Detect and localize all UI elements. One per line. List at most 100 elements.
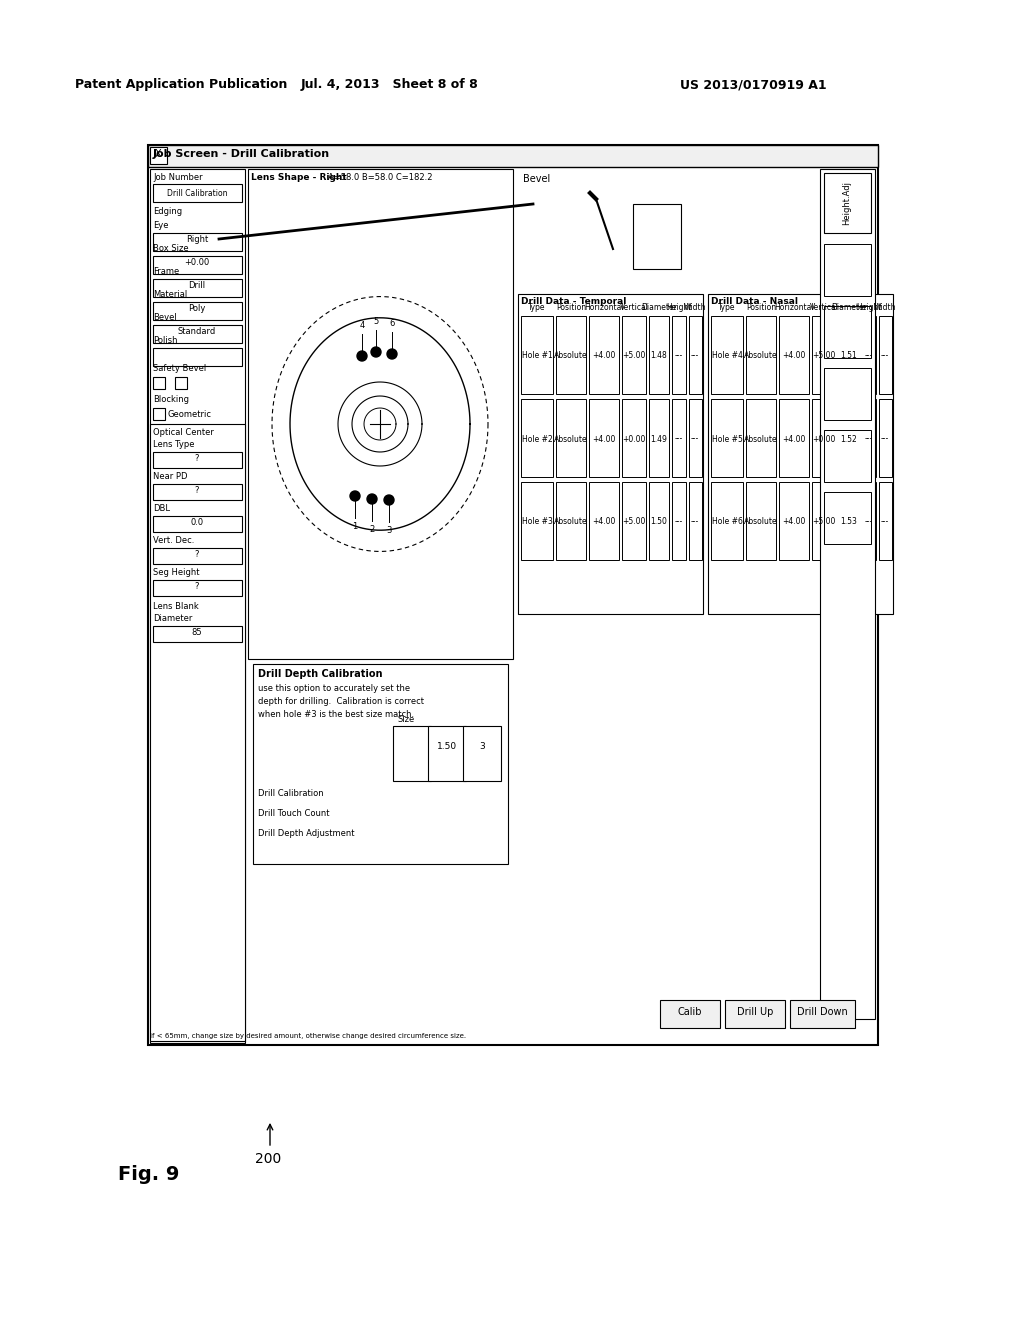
Text: Hole #4: Hole #4	[712, 351, 742, 360]
Text: Type: Type	[528, 304, 546, 312]
Bar	[556, 482, 586, 560]
Text: Right: Right	[186, 235, 208, 244]
Text: Horizontal: Horizontal	[774, 304, 814, 312]
Bar	[824, 492, 871, 544]
Text: Safety Bevel: Safety Bevel	[153, 364, 206, 374]
Text: Vertical: Vertical	[810, 304, 839, 312]
Text: depth for drilling.  Calibration is correct: depth for drilling. Calibration is corre…	[258, 697, 424, 706]
Bar	[153, 408, 165, 420]
Bar	[790, 1001, 855, 1028]
Bar	[463, 726, 501, 781]
Text: Vertical: Vertical	[620, 304, 648, 312]
Bar	[589, 315, 618, 393]
Text: Width: Width	[873, 304, 896, 312]
Text: ?: ?	[195, 582, 200, 591]
Text: Absolute: Absolute	[744, 434, 778, 444]
Text: Poly: Poly	[188, 304, 206, 313]
Text: use this option to accurately set the: use this option to accurately set the	[258, 684, 411, 693]
Text: Diameter: Diameter	[831, 304, 867, 312]
Text: Hole #2: Hole #2	[521, 434, 552, 444]
Text: DBL: DBL	[153, 504, 170, 513]
Text: Frame: Frame	[153, 267, 179, 276]
Bar	[689, 482, 702, 560]
Bar	[153, 302, 242, 319]
Ellipse shape	[633, 261, 681, 277]
Text: 6: 6	[389, 319, 394, 327]
Bar	[672, 399, 686, 477]
Bar	[862, 482, 876, 560]
Text: +4.00: +4.00	[592, 434, 615, 444]
Text: Absolute: Absolute	[744, 517, 778, 527]
Text: +0.00: +0.00	[184, 257, 210, 267]
Text: +4.00: +4.00	[592, 351, 615, 360]
Bar	[150, 424, 245, 1041]
Text: Drill: Drill	[188, 281, 206, 290]
Bar	[660, 1001, 720, 1028]
Text: ---: ---	[881, 351, 889, 360]
Text: Edging: Edging	[153, 207, 182, 216]
Text: Seg Height: Seg Height	[153, 568, 200, 577]
Text: Calib: Calib	[678, 1007, 702, 1016]
Bar	[622, 315, 646, 393]
Text: ---: ---	[881, 434, 889, 444]
Bar	[248, 169, 513, 659]
Text: Bevel: Bevel	[153, 313, 177, 322]
Text: ?: ?	[195, 454, 200, 463]
Bar	[153, 256, 242, 275]
Bar	[153, 548, 242, 564]
Bar	[150, 147, 167, 164]
Text: 1: 1	[352, 521, 357, 531]
Text: Absolute: Absolute	[744, 351, 778, 360]
Text: Drill Calibration: Drill Calibration	[258, 789, 324, 799]
Text: 5: 5	[374, 317, 379, 326]
Text: 4: 4	[359, 321, 365, 330]
Bar	[153, 234, 242, 251]
Text: 200: 200	[255, 1152, 282, 1166]
Text: Lens Blank: Lens Blank	[153, 602, 199, 611]
Text: ---: ---	[865, 517, 873, 527]
Bar	[824, 244, 871, 296]
Bar	[649, 399, 669, 477]
Bar	[518, 294, 703, 614]
Bar	[824, 173, 871, 234]
Bar	[708, 294, 893, 614]
Bar	[711, 315, 743, 393]
Bar	[862, 315, 876, 393]
Bar	[746, 482, 776, 560]
Text: ---: ---	[691, 351, 699, 360]
Text: Height: Height	[667, 304, 692, 312]
Text: Diameter: Diameter	[641, 304, 677, 312]
Bar	[253, 664, 508, 865]
Bar	[521, 482, 553, 560]
Text: Geometric: Geometric	[167, 411, 211, 418]
Text: 1.50: 1.50	[437, 742, 457, 751]
Bar	[428, 726, 466, 781]
Text: +0.00: +0.00	[812, 434, 836, 444]
Bar	[589, 482, 618, 560]
Circle shape	[350, 491, 360, 502]
Text: if < 65mm, change size by desired amount, otherwise change desired circumference: if < 65mm, change size by desired amount…	[150, 1034, 466, 1039]
Text: Absolute: Absolute	[554, 517, 588, 527]
Text: X: X	[155, 149, 162, 158]
Bar	[746, 399, 776, 477]
Text: Absolute: Absolute	[554, 434, 588, 444]
Text: Material: Material	[153, 290, 187, 300]
Text: Hole #6: Hole #6	[712, 517, 742, 527]
Bar	[153, 484, 242, 500]
Circle shape	[357, 351, 367, 360]
Bar	[672, 315, 686, 393]
Text: Width: Width	[684, 304, 707, 312]
Bar	[812, 399, 836, 477]
Text: Blocking: Blocking	[153, 395, 189, 404]
Text: +4.00: +4.00	[592, 517, 615, 527]
Bar	[672, 482, 686, 560]
Bar	[725, 1001, 785, 1028]
Text: Horizontal: Horizontal	[584, 304, 624, 312]
Text: Job Number: Job Number	[153, 173, 203, 182]
Text: when hole #3 is the best size match.: when hole #3 is the best size match.	[258, 710, 414, 719]
Text: Drill Up: Drill Up	[737, 1007, 773, 1016]
Bar	[779, 315, 809, 393]
Text: ---: ---	[691, 517, 699, 527]
Bar	[556, 399, 586, 477]
Text: ---: ---	[865, 434, 873, 444]
